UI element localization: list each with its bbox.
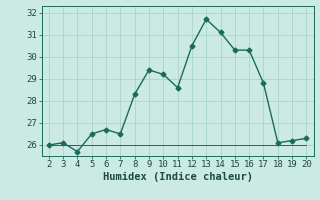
X-axis label: Humidex (Indice chaleur): Humidex (Indice chaleur) [103,172,252,182]
